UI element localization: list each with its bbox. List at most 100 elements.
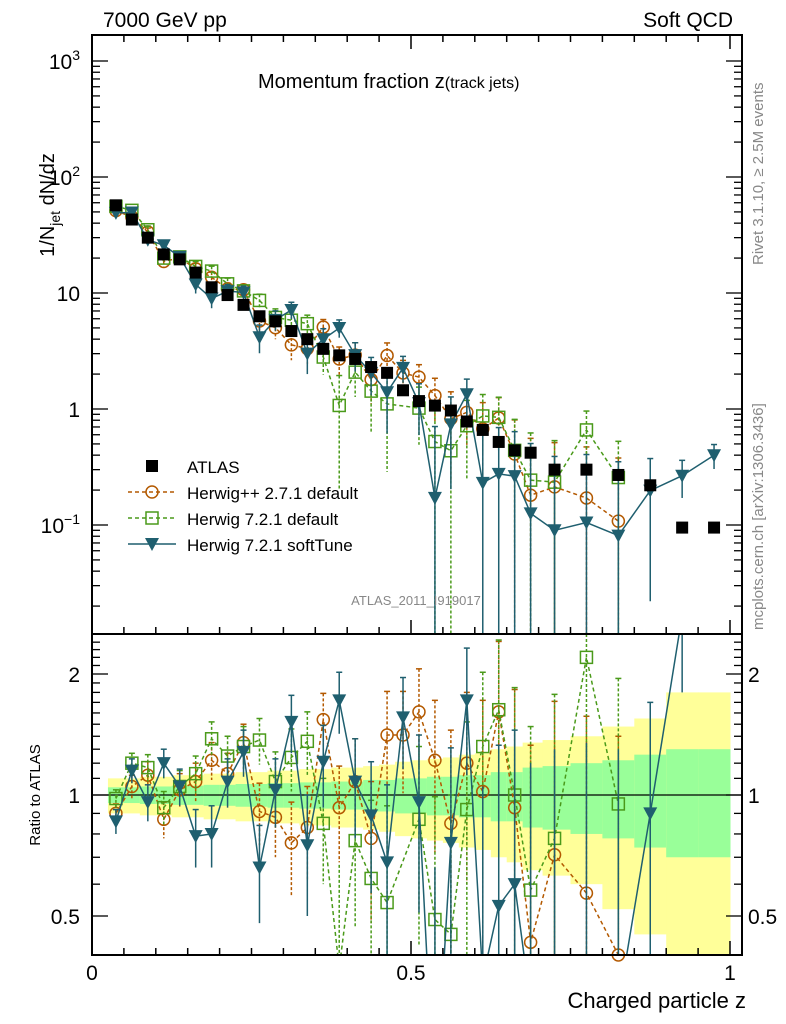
ratio-data-point bbox=[428, 753, 442, 768]
ratio-y-tick-label-right: 1 bbox=[748, 785, 760, 808]
legend-marker bbox=[145, 485, 159, 499]
ratio-data-point bbox=[204, 732, 219, 746]
data-point bbox=[611, 529, 626, 543]
data-point bbox=[380, 386, 395, 400]
ratio-data-point bbox=[252, 733, 267, 747]
legend-label: Herwig 7.2.1 softTune bbox=[187, 536, 353, 555]
ratio-series-softtune bbox=[108, 634, 683, 955]
data-point bbox=[412, 395, 425, 408]
legend-label: ATLAS bbox=[187, 458, 240, 477]
ratio-data-point bbox=[332, 800, 346, 815]
ratio-data-point bbox=[332, 694, 347, 708]
data-point bbox=[548, 463, 561, 476]
data-point bbox=[269, 315, 282, 328]
ratio-data-point bbox=[141, 760, 155, 775]
band-inner bbox=[698, 749, 731, 858]
data-point bbox=[316, 333, 331, 347]
ratio-data-point bbox=[316, 816, 331, 831]
xlabel: Charged particle z bbox=[567, 988, 746, 1013]
data-point bbox=[428, 399, 441, 412]
data-point bbox=[396, 361, 411, 375]
ratio-data-point bbox=[380, 856, 395, 870]
legend-label: Herwig++ 2.7.1 default bbox=[187, 484, 358, 503]
ratio-data-point bbox=[268, 783, 283, 797]
data-point bbox=[332, 322, 347, 336]
ratio-data-point bbox=[380, 728, 394, 742]
data-point bbox=[141, 231, 154, 244]
data-point bbox=[252, 331, 267, 345]
data-point bbox=[491, 467, 506, 481]
data-point bbox=[508, 444, 521, 457]
ratio-data-point bbox=[108, 815, 123, 829]
data-point bbox=[491, 410, 506, 425]
ratio-data-point bbox=[579, 650, 594, 665]
ratio-data-point bbox=[364, 809, 379, 823]
ratio-data-point bbox=[284, 836, 299, 850]
main-ylabel-sub: jet bbox=[47, 211, 63, 227]
band-inner bbox=[522, 767, 544, 828]
legend-item-atlas: ATLAS bbox=[146, 458, 240, 477]
y-tick-label: 102 bbox=[49, 163, 80, 190]
ratio-data-point bbox=[156, 757, 171, 771]
ratio-data-point bbox=[188, 830, 203, 844]
chart-title-main: Momentum fraction z bbox=[258, 71, 445, 93]
header-left: 7000 GeV pp bbox=[103, 9, 227, 32]
x-tick-label: 0.5 bbox=[396, 962, 425, 985]
main-ylabel: 1/Njet dN/dz bbox=[37, 153, 63, 257]
data-point bbox=[579, 423, 594, 437]
ratio-series bbox=[108, 633, 683, 962]
chart-title: Momentum fraction z(track jets) bbox=[258, 71, 519, 93]
data-point bbox=[109, 199, 122, 212]
ratio-ylabel: Ratio to ATLAS bbox=[27, 744, 44, 845]
main-ylabel-post: dN/dz bbox=[37, 153, 59, 211]
data-point bbox=[221, 289, 234, 302]
data-point bbox=[157, 248, 170, 261]
ratio-data-point bbox=[252, 804, 267, 819]
ratio-data-point bbox=[236, 745, 251, 759]
ratio-y-tick-label-right: 0.5 bbox=[748, 906, 777, 929]
data-point bbox=[524, 446, 537, 459]
band-inner bbox=[542, 766, 571, 830]
data-point bbox=[300, 316, 315, 331]
data-point bbox=[300, 347, 315, 361]
data-point bbox=[547, 524, 562, 538]
ratio-data-point bbox=[411, 796, 426, 810]
ratio-data-point bbox=[643, 807, 658, 821]
ratio-data-point bbox=[172, 780, 187, 794]
chart-title-sub: (track jets) bbox=[445, 75, 520, 92]
data-point bbox=[252, 293, 267, 308]
data-point bbox=[333, 349, 346, 362]
data-point bbox=[476, 409, 490, 423]
ratio-data-point bbox=[412, 705, 426, 719]
data-point bbox=[492, 435, 505, 448]
data-point bbox=[317, 342, 330, 355]
data-point bbox=[579, 516, 594, 530]
main-series bbox=[108, 199, 722, 634]
data-point bbox=[380, 348, 394, 363]
data-point bbox=[237, 298, 250, 311]
ratio-y-tick-label: 1 bbox=[68, 785, 80, 808]
ratio-data-point bbox=[476, 739, 490, 754]
data-point bbox=[427, 491, 442, 505]
series-line bbox=[115, 205, 619, 483]
rivet-label: Rivet 3.1.10, ≥ 2.5M events bbox=[750, 83, 767, 266]
data-point bbox=[523, 507, 538, 521]
ratio-data-point bbox=[300, 734, 315, 749]
data-point bbox=[189, 266, 202, 279]
data-point bbox=[204, 292, 219, 306]
data-point bbox=[644, 479, 657, 492]
ratio-data-point bbox=[459, 694, 474, 708]
legend-item-herwig7: Herwig 7.2.1 default bbox=[128, 510, 338, 529]
data-point bbox=[612, 468, 625, 481]
data-point bbox=[708, 521, 721, 534]
data-point bbox=[476, 423, 489, 436]
x-tick-label: 1 bbox=[724, 962, 736, 985]
ratio-data-point bbox=[252, 861, 267, 875]
data-point bbox=[365, 361, 378, 374]
data-point bbox=[124, 206, 139, 220]
ratio-data-point bbox=[124, 764, 139, 778]
data-point bbox=[381, 366, 394, 379]
data-point bbox=[188, 278, 203, 292]
data-point bbox=[676, 521, 689, 534]
ratio-data-point bbox=[443, 836, 458, 850]
